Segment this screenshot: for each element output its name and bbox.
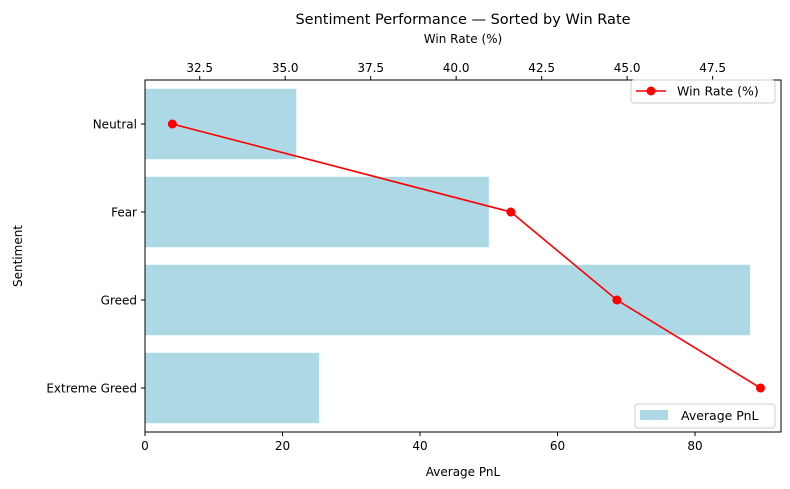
bar-legend: Average PnL [634,403,776,429]
plot-area: Neutral Fear Greed Extreme Greed 0 20 40 60 80 32… [46,61,765,453]
x2-tick-label: 35.0 [272,61,299,75]
y-tick-label: Greed [101,294,137,308]
x2-tick-label: 40.0 [443,61,470,75]
win-rate-line [172,123,761,389]
y-tick-label: Extreme Greed [46,382,137,396]
x2-tick-label: 32.5 [186,61,213,75]
line-legend-marker [646,86,656,96]
x-tick-label: 80 [687,439,702,453]
bar-fear [145,176,489,248]
x2-tick-label: 47.5 [699,61,726,75]
x2-tick-label: 37.5 [357,61,384,75]
x-axis-label: Average PnL [426,465,501,479]
bar-legend-label: Average PnL [681,408,759,423]
line-legend-label: Win Rate (%) [677,84,759,99]
bar-neutral [145,88,297,160]
line-legend: Win Rate (%) [630,79,776,104]
win-rate-point-fear [506,207,516,217]
win-rate-point-extreme-greed [755,383,765,393]
y-tick-label: Fear [111,206,137,220]
x2-axis-label: Win Rate (%) [424,32,502,46]
bar-greed [145,264,751,336]
x-tick-label: 40 [412,439,427,453]
y-axis-label: Sentiment [11,225,25,287]
chart-title: Sentiment Performance — Sorted by Win Ra… [295,12,630,28]
bar-legend-swatch [640,410,668,420]
bar-legend-box [634,403,776,429]
bar-extreme-greed [145,352,319,424]
line-legend-box [630,79,776,104]
win-rate-point-neutral [167,119,177,129]
x-tick-label: 20 [275,439,290,453]
x-tick-label: 60 [550,439,565,453]
plot-frame [144,79,782,433]
x-tick-label: 0 [141,439,149,453]
x2-tick-label: 45.0 [614,61,641,75]
win-rate-point-greed [612,295,622,305]
x2-tick-label: 42.5 [528,61,555,75]
y-tick-label: Neutral [93,118,137,132]
